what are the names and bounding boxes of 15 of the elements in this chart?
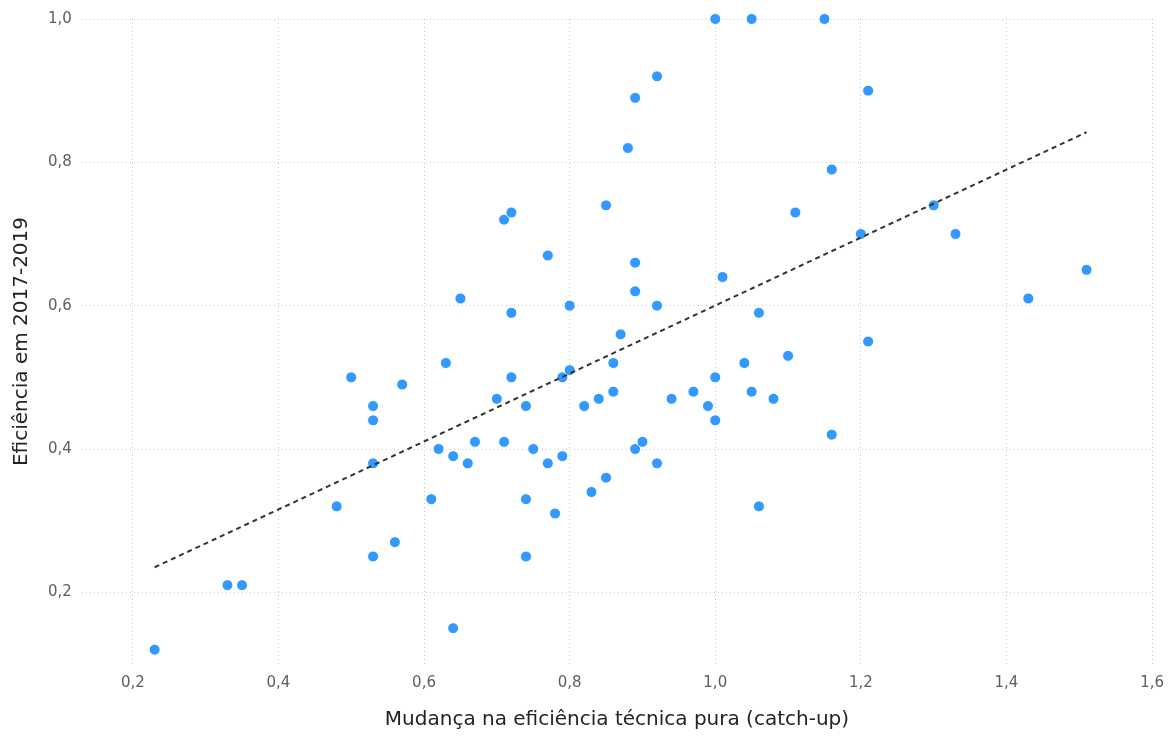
x-tick-label: 1,0	[703, 672, 728, 691]
x-axis-title: Mudança na eficiência técnica pura (catch-up)	[384, 706, 850, 731]
y-axis-title: Eficiência em 2017-2019	[8, 216, 33, 467]
y-tick-label: 1,0	[48, 8, 72, 27]
y-tick-label: 0,4	[48, 438, 72, 457]
x-tick-label: 1,6	[1140, 672, 1164, 691]
x-tick-label: 0,6	[412, 672, 436, 691]
x-tick-label: 0,8	[557, 672, 582, 691]
y-tick-label: 0,2	[48, 582, 72, 601]
x-tick-label: 0,2	[120, 672, 145, 691]
x-tick-label: 1,2	[848, 672, 873, 691]
y-tick-label: 0,6	[48, 295, 72, 314]
x-tick-label: 0,4	[266, 672, 291, 691]
x-tick-label: 1,4	[994, 672, 1019, 691]
y-tick-label: 0,8	[48, 152, 72, 171]
